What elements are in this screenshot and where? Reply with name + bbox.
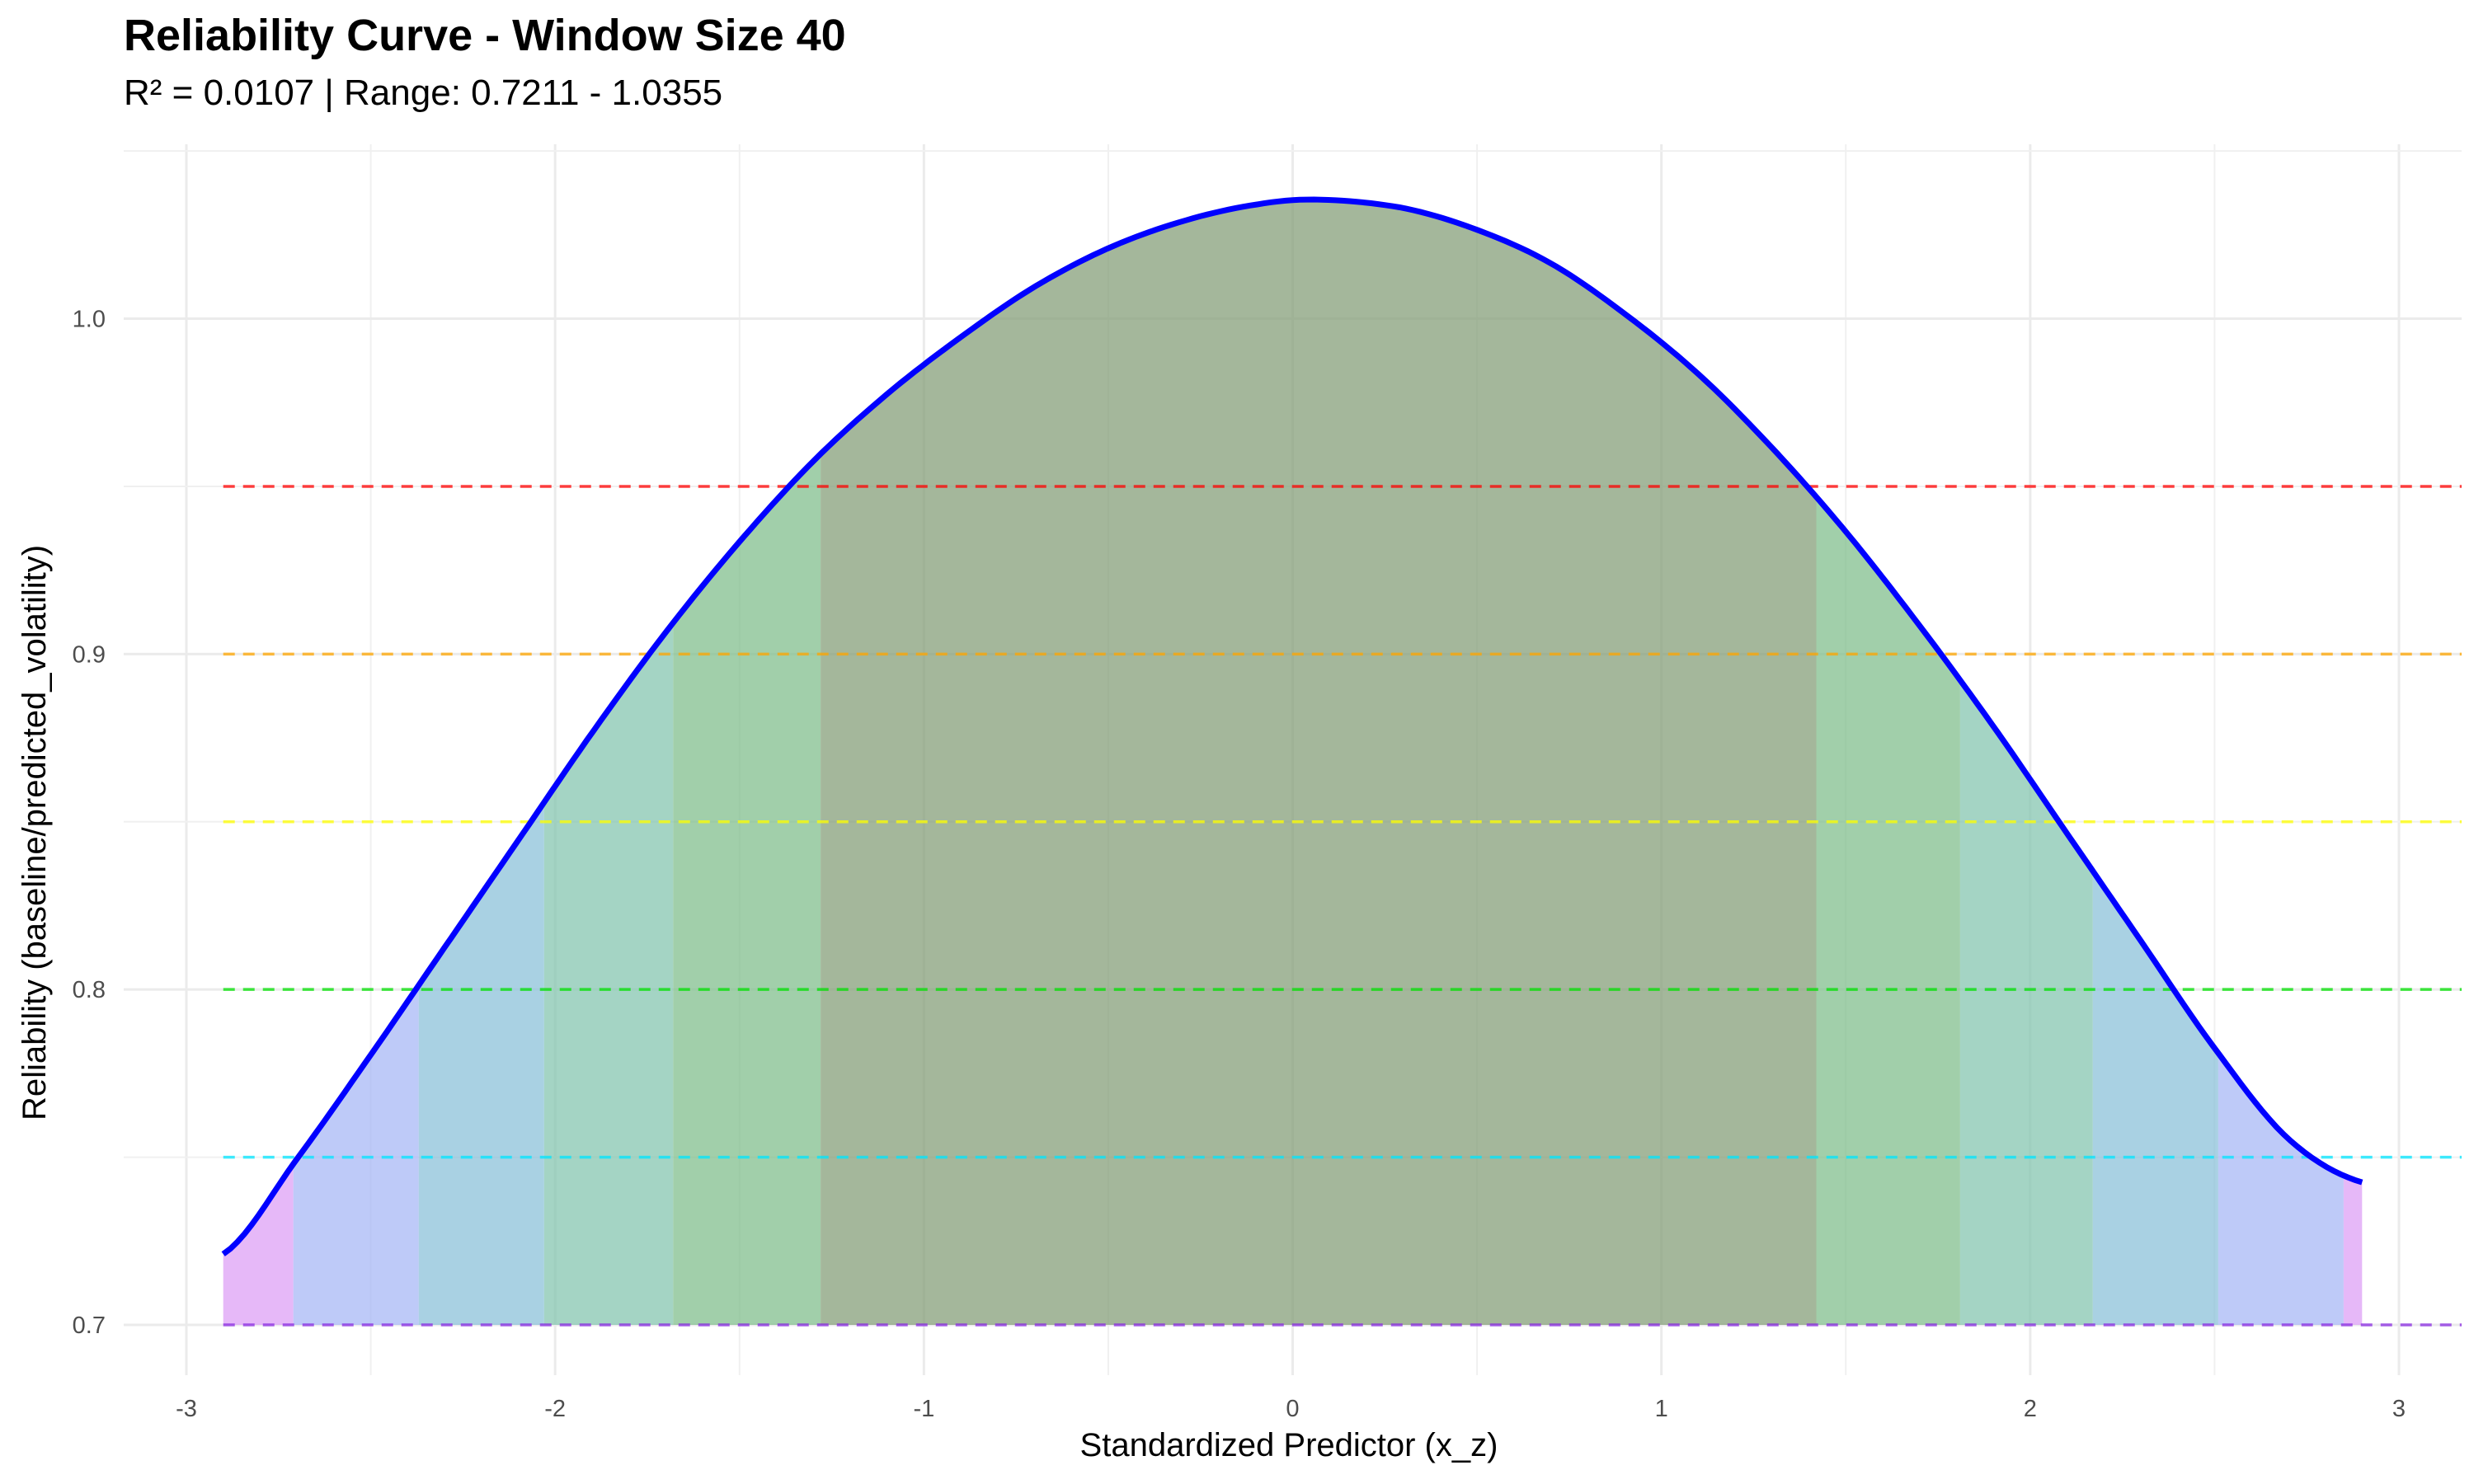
x-tick-label: -2: [544, 1396, 566, 1422]
x-axis-title: Standardized Predictor (x_z): [1080, 1427, 1498, 1463]
reliability-zone: [294, 985, 419, 1325]
x-tick-label: 3: [2392, 1396, 2406, 1422]
y-axis-title: Reliability (baseline/predicted_volatili…: [16, 545, 53, 1120]
reliability-zone: [544, 622, 674, 1325]
y-tick-label: 0.9: [73, 641, 106, 668]
reliability-zone: [419, 802, 544, 1325]
y-tick-label: 0.8: [73, 977, 106, 1003]
reliability-zone: [2093, 871, 2218, 1325]
reliability-zone: [2344, 1176, 2362, 1325]
y-tick-label: 0.7: [73, 1313, 106, 1339]
y-tick-label: 1.0: [73, 307, 106, 333]
reliability-zone: [1817, 497, 1960, 1325]
x-tick-label: 2: [2024, 1396, 2037, 1422]
x-tick-label: 0: [1286, 1396, 1299, 1422]
reliability-zone: [673, 454, 821, 1325]
x-tick-label: -1: [913, 1396, 934, 1422]
reliability-zone: [2218, 1053, 2344, 1325]
x-tick-label: 1: [1655, 1396, 1668, 1422]
x-tick-label: -3: [176, 1396, 197, 1422]
